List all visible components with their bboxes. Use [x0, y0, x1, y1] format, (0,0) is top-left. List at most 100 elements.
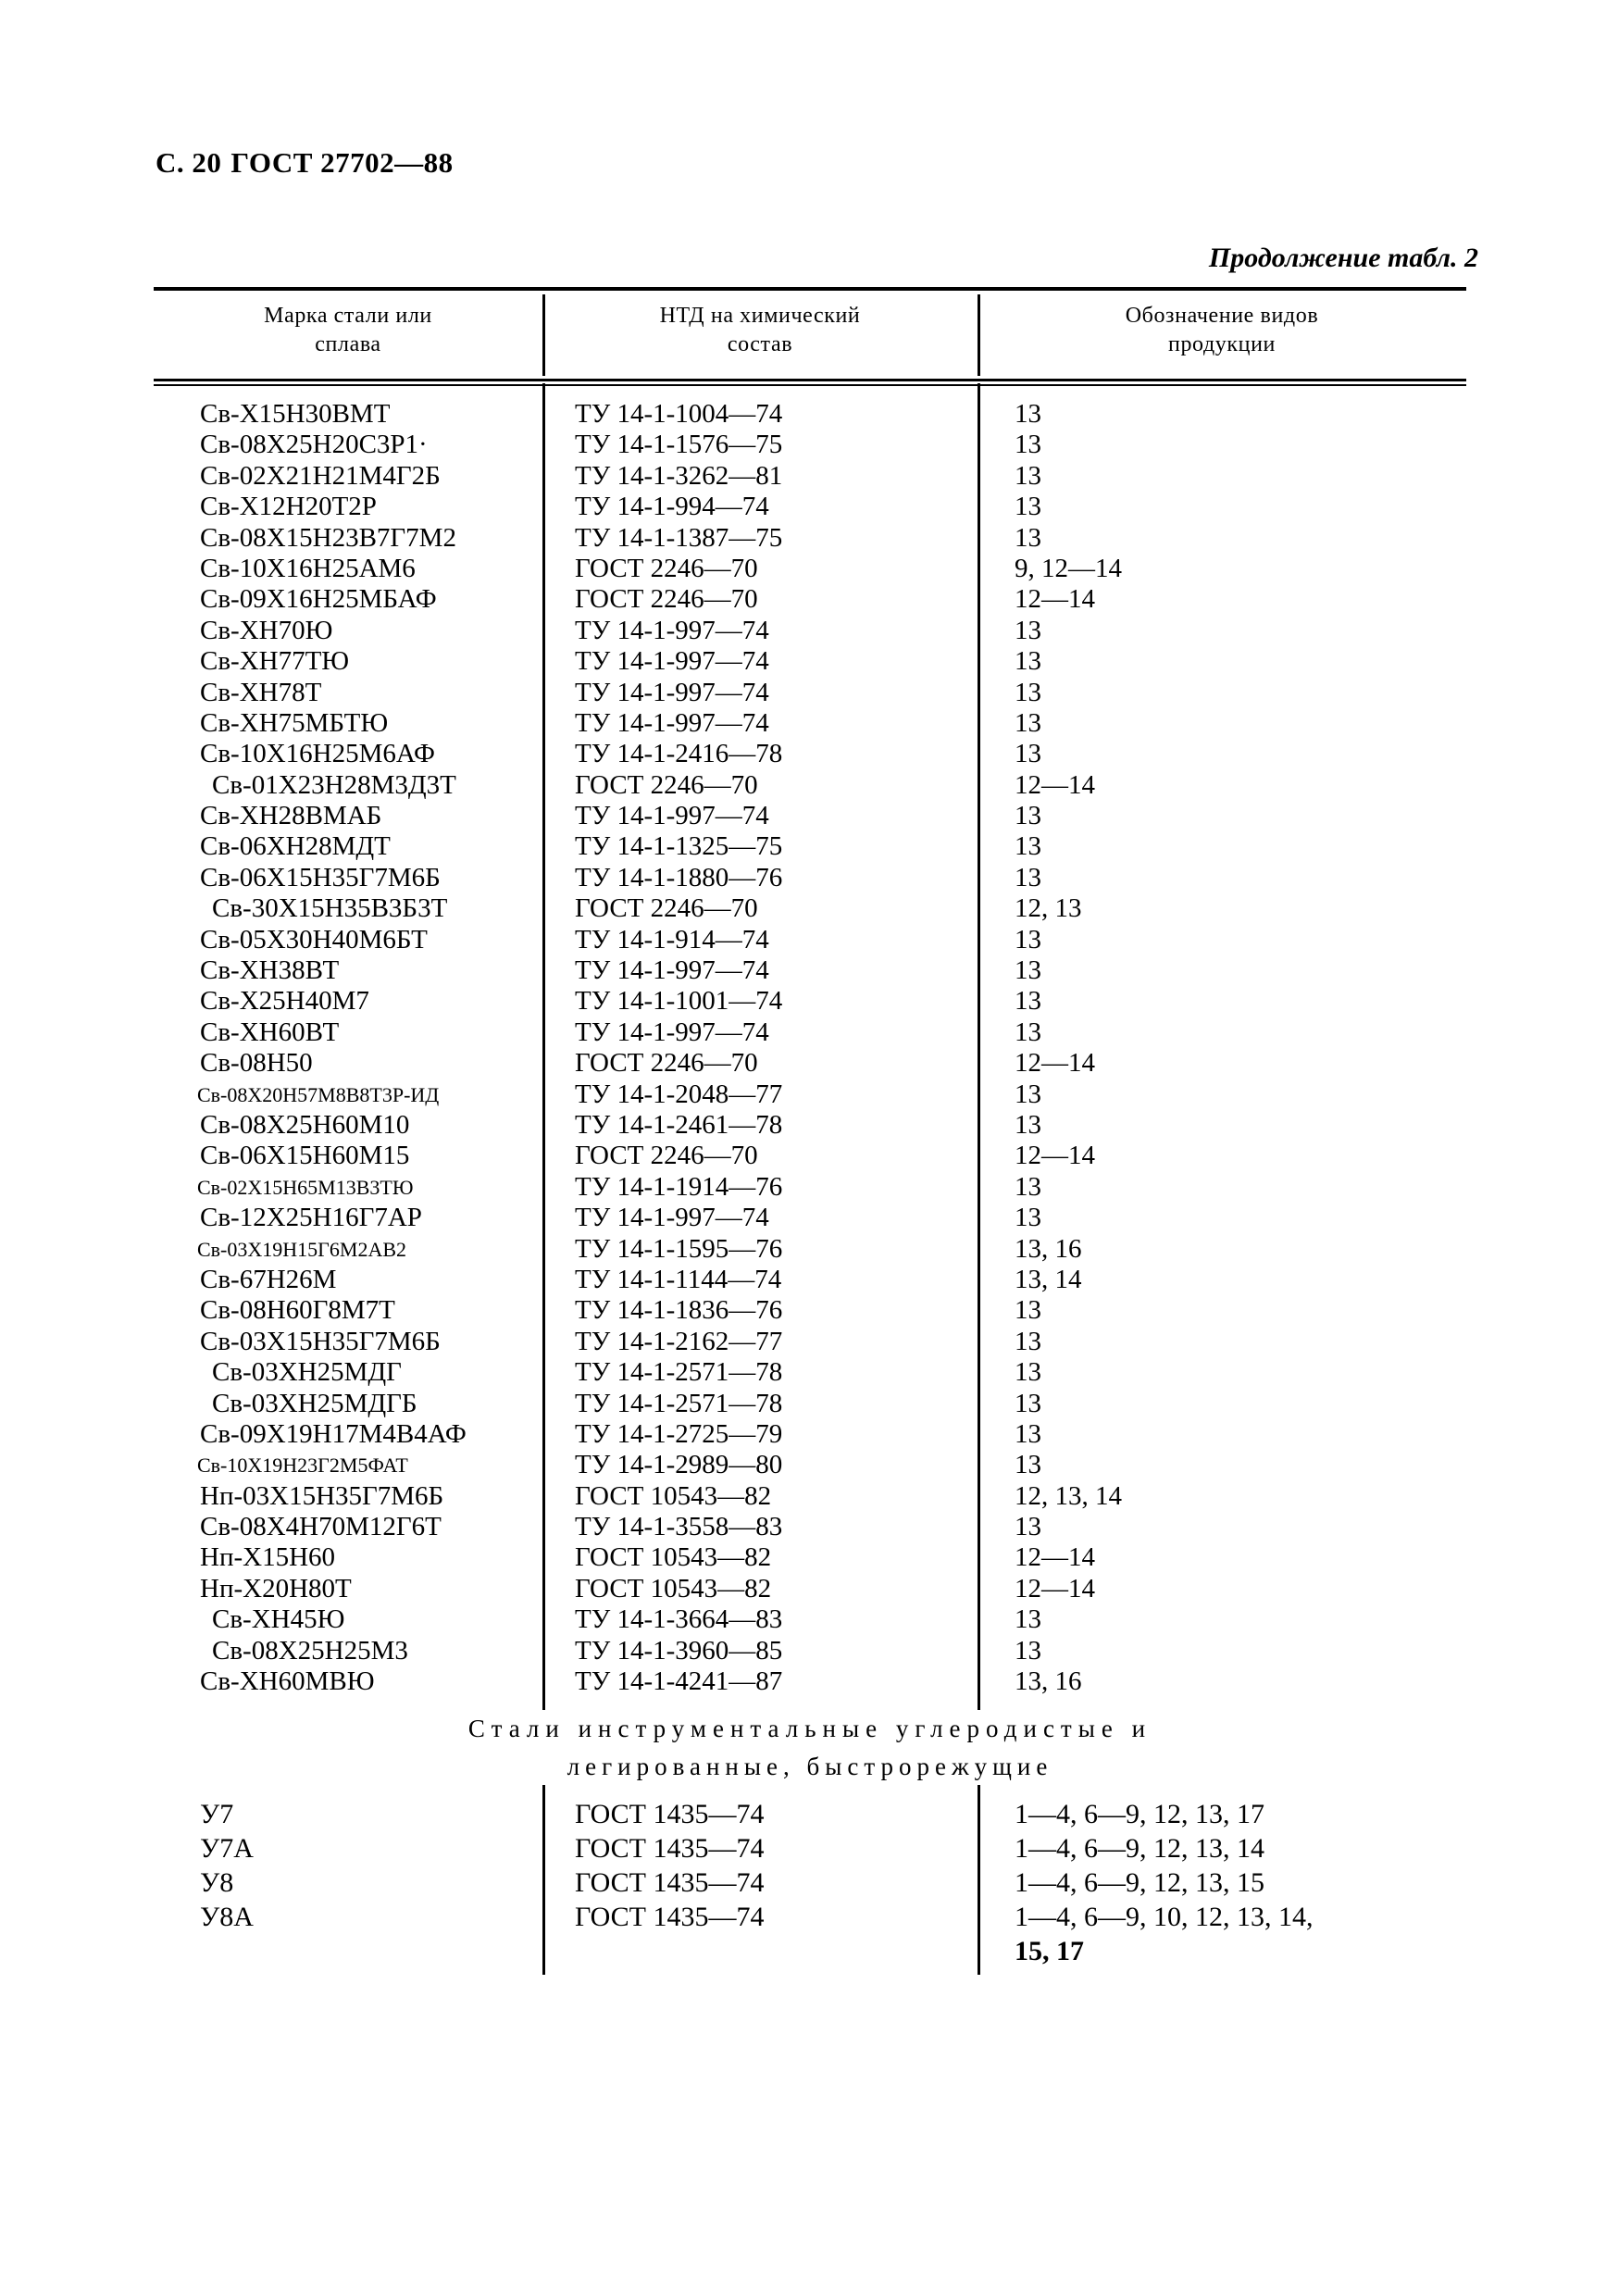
cell-products: 13 [1015, 986, 1041, 1017]
section-heading-line-1: Стали инструментальные углеродистые и [467, 1715, 1152, 1743]
column-header-ntd: НТД на химический состав [659, 304, 861, 356]
cell-grade: Св-08Н60Г8М7Т [200, 1295, 395, 1326]
cell-grade: Св-06Х15Н35Г7М6Б [200, 862, 441, 892]
cell-products: 13 [1015, 492, 1041, 522]
cell-ntd: ТУ 14-1-4241—87 [575, 1666, 783, 1697]
cell-ntd: ГОСТ 1435—74 [575, 1902, 765, 1933]
cell-ntd: ТУ 14-1-2416—78 [575, 739, 783, 769]
cell-grade: Св-Х12Н20Т2Р [200, 492, 377, 522]
cell-grade: Св-06Х15Н60М15 [200, 1141, 410, 1171]
cell-ntd: ТУ 14-1-997—74 [575, 677, 769, 707]
cell-grade: Св-ХН77ТЮ [200, 646, 350, 677]
cell-ntd: ТУ 14-1-997—74 [575, 707, 769, 738]
table-row: Св-Х25Н40М7 ТУ 14-1-1001—74 13 [154, 986, 1466, 1017]
table-row-continuation: 15, 17 [154, 1935, 1466, 1969]
cell-ntd: ТУ 14-1-2162—77 [575, 1326, 783, 1356]
cell-products: 13, 14 [1015, 1264, 1082, 1294]
table-body: Св-Х15Н30ВМТ ТУ 14-1-1004—74 13 Св-08Х25Н20… [154, 383, 1466, 1976]
cell-grade: Св-09Х19Н17М4В4АФ [200, 1418, 467, 1449]
cell-ntd: ГОСТ 2246—70 [575, 584, 758, 615]
cell-ntd: ТУ 14-1-3262—81 [575, 460, 783, 491]
cell-grade: У7А [200, 1833, 254, 1865]
cell-grade: Св-ХН78Т [200, 677, 322, 707]
cell-products-continued: 15, 17 [1015, 1936, 1084, 1967]
cell-products: 13 [1015, 1203, 1041, 1233]
cell-products: 13 [1015, 1418, 1041, 1449]
cell-ntd: ТУ 14-1-1595—76 [575, 1233, 783, 1264]
cell-products: 13 [1015, 522, 1041, 553]
table-row: Св-03Х19Н15Г6М2АВ2 ТУ 14-1-1595—76 13, 16 [154, 1234, 1466, 1265]
table-row: Св-08Х20Н57М8В8Т3Р-ИД ТУ 14-1-2048—77 13 [154, 1079, 1466, 1110]
table-row: Св-06Х15Н60М15 ГОСТ 2246—70 12—14 [154, 1141, 1466, 1171]
header-divider-1 [542, 294, 545, 376]
table-row: Св-12Х25Н16Г7АР ТУ 14-1-997—74 13 [154, 1203, 1466, 1233]
cell-ntd: ТУ 14-1-997—74 [575, 1203, 769, 1233]
cell-ntd: ТУ 14-1-994—74 [575, 492, 769, 522]
cell-grade: Св-Х25Н40М7 [200, 986, 369, 1017]
cell-grade: Нп-Х15Н60 [200, 1542, 336, 1573]
table-row: Св-03Х15Н35Г7М6Б ТУ 14-1-2162—77 13 [154, 1327, 1466, 1357]
cell-grade: Св-ХН38ВТ [200, 955, 340, 986]
cell-grade: Св-01Х23Н28М3Д3Т [212, 769, 456, 800]
table-row: Св-30Х15Н35В3Б3Т ГОСТ 2246—70 12, 13 [154, 893, 1466, 924]
cell-grade: Св-30Х15Н35В3Б3Т [212, 893, 448, 924]
table-header-row: Марка стали или сплава НТД на химический… [154, 291, 1466, 379]
cell-grade: Св-ХН60МВЮ [200, 1666, 375, 1697]
cell-ntd: ТУ 14-1-997—74 [575, 801, 769, 831]
table-header-rule [154, 379, 1466, 381]
cell-grade: Нп-03Х15Н35Г7М6Б [200, 1480, 444, 1511]
cell-products: 12—14 [1015, 1542, 1095, 1573]
table-row: Св-08Х15Н23В7Г7М2 ТУ 14-1-1387—75 13 [154, 523, 1466, 554]
table-row: Св-03ХН25МДГ ТУ 14-1-2571—78 13 [154, 1357, 1466, 1388]
cell-products: 13 [1015, 831, 1041, 862]
cell-grade: Св-02Х15Н65М13В3ТЮ [197, 1175, 414, 1199]
cell-products: 13, 16 [1015, 1666, 1082, 1697]
cell-ntd: ГОСТ 1435—74 [575, 1833, 765, 1865]
cell-products: 1—4, 6—9, 10, 12, 13, 14, [1015, 1902, 1314, 1933]
body-divider-2 [978, 383, 980, 1710]
cell-products: 13 [1015, 1512, 1041, 1542]
cell-products: 13 [1015, 739, 1041, 769]
cell-ntd: ТУ 14-1-2571—78 [575, 1388, 783, 1418]
cell-ntd: ГОСТ 2246—70 [575, 1048, 758, 1079]
table-row: Св-08Х25Н60М10 ТУ 14-1-2461—78 13 [154, 1110, 1466, 1141]
table-row: Св-06ХН28МДТ ТУ 14-1-1325—75 13 [154, 831, 1466, 862]
table-row: Св-06Х15Н35Г7М6Б ТУ 14-1-1880—76 13 [154, 863, 1466, 893]
cell-grade: Св-08Х4Н70М12Г6Т [200, 1512, 442, 1542]
cell-grade: Св-ХН28ВМАБ [200, 801, 382, 831]
cell-products: 1—4, 6—9, 12, 13, 15 [1015, 1867, 1264, 1899]
table-row: Св-ХН75МБТЮ ТУ 14-1-997—74 13 [154, 708, 1466, 739]
cell-ntd: ТУ 14-1-1387—75 [575, 522, 783, 553]
cell-ntd: ГОСТ 10543—82 [575, 1480, 772, 1511]
cell-ntd: ТУ 14-1-2725—79 [575, 1418, 783, 1449]
running-head: С. 20 ГОСТ 27702—88 [156, 146, 454, 180]
cell-ntd: ТУ 14-1-3960—85 [575, 1635, 783, 1666]
cell-grade: Св-06ХН28МДТ [200, 831, 391, 862]
cell-grade: Св-ХН60ВТ [200, 1017, 340, 1047]
cell-ntd: ТУ 14-1-1576—75 [575, 430, 783, 460]
cell-ntd: ГОСТ 1435—74 [575, 1799, 765, 1830]
cell-products: 13 [1015, 801, 1041, 831]
table-row: Св-ХН28ВМАБ ТУ 14-1-997—74 13 [154, 801, 1466, 831]
table-row: Св-05Х30Н40М6БТ ТУ 14-1-914—74 13 [154, 925, 1466, 955]
table-row: У8 ГОСТ 1435—74 1—4, 6—9, 12, 13, 15 [154, 1866, 1466, 1901]
cell-ntd: ТУ 14-1-3558—83 [575, 1512, 783, 1542]
table-row: Св-10Х19Н23Г2М5ФАТ ТУ 14-1-2989—80 13 [154, 1450, 1466, 1480]
cell-products: 12—14 [1015, 1573, 1095, 1603]
table-row: Св-08Х25Н20С3Р1· ТУ 14-1-1576—75 13 [154, 430, 1466, 460]
cell-products: 13 [1015, 862, 1041, 892]
cell-grade: Св-ХН70Ю [200, 615, 333, 645]
cell-products: 13 [1015, 677, 1041, 707]
table-row: Св-ХН60МВЮ ТУ 14-1-4241—87 13, 16 [154, 1666, 1466, 1697]
cell-ntd: ТУ 14-1-997—74 [575, 646, 769, 677]
cell-grade: Св-08Х15Н23В7Г7М2 [200, 522, 456, 553]
standards-table: Марка стали или сплава НТД на химический… [154, 287, 1466, 1976]
alloy-grade-rows: Св-Х15Н30ВМТ ТУ 14-1-1004—74 13 Св-08Х25Н20… [154, 383, 1466, 1710]
cell-products: 13 [1015, 1171, 1041, 1202]
cell-grade: Св-09Х16Н25МБАФ [200, 584, 437, 615]
cell-grade: Св-08Х25Н20С3Р1· [200, 430, 428, 460]
table-row: Св-10Х16Н25М6АФ ТУ 14-1-2416—78 13 [154, 739, 1466, 769]
page-number: С. 20 [156, 146, 222, 179]
column-header-products: Обозначение видов продукции [1125, 304, 1319, 356]
cell-ntd: ТУ 14-1-997—74 [575, 955, 769, 986]
